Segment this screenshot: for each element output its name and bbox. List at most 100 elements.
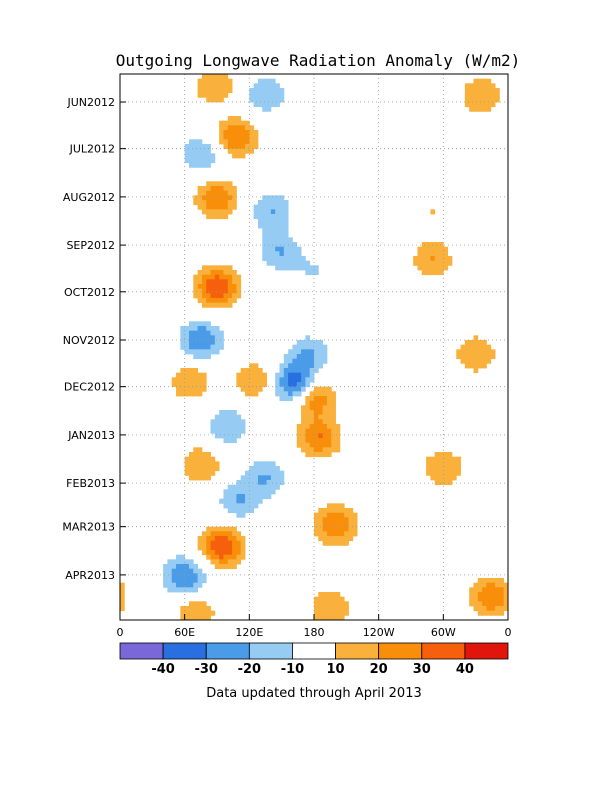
anomaly-cell xyxy=(335,508,341,514)
anomaly-cell xyxy=(301,410,306,416)
anomaly-cell xyxy=(275,200,280,206)
anomaly-cell xyxy=(499,587,505,593)
anomaly-cell xyxy=(279,386,285,392)
anomaly-cell xyxy=(214,545,220,551)
anomaly-cell xyxy=(210,545,216,551)
anomaly-cell xyxy=(283,260,289,266)
anomaly-cell xyxy=(322,610,328,616)
anomaly-cell xyxy=(318,517,324,523)
anomaly-cell xyxy=(206,158,211,164)
anomaly-cell xyxy=(193,144,198,150)
anomaly-cell xyxy=(309,424,315,430)
anomaly-cell xyxy=(331,615,336,621)
anomaly-cell xyxy=(184,340,190,346)
anomaly-cell xyxy=(270,204,276,210)
anomaly-cell xyxy=(232,410,237,416)
anomaly-cell xyxy=(439,270,444,276)
anomaly-cell xyxy=(227,274,233,280)
anomaly-cell xyxy=(326,414,332,420)
anomaly-cell xyxy=(197,144,203,150)
anomaly-cell xyxy=(464,344,470,350)
anomaly-cell xyxy=(180,559,186,565)
colorbar-swatch xyxy=(205,642,250,660)
anomaly-cell xyxy=(193,354,198,360)
anomaly-cell xyxy=(322,400,328,406)
anomaly-cell xyxy=(296,363,302,369)
anomaly-cell xyxy=(240,554,246,560)
anomaly-cell xyxy=(322,410,328,416)
anomaly-cell xyxy=(486,596,492,602)
anomaly-cell xyxy=(352,526,358,532)
anomaly-cell xyxy=(439,251,444,257)
anomaly-cell xyxy=(223,503,229,509)
anomaly-cell xyxy=(232,540,237,546)
anomaly-cell xyxy=(214,526,220,532)
anomaly-cell xyxy=(219,120,224,126)
anomaly-cell xyxy=(283,232,289,238)
anomaly-cell xyxy=(206,550,211,556)
anomaly-cell xyxy=(227,120,233,126)
anomaly-cell xyxy=(262,102,267,108)
anomaly-cell xyxy=(184,564,190,570)
anomaly-cell xyxy=(236,545,242,551)
anomaly-cell xyxy=(193,139,198,145)
anomaly-cell xyxy=(318,615,324,621)
anomaly-cell xyxy=(499,582,505,588)
anomaly-cell xyxy=(486,354,492,360)
anomaly-cell xyxy=(309,391,315,397)
anomaly-cell xyxy=(120,601,125,607)
anomaly-cell xyxy=(223,433,229,439)
anomaly-cell xyxy=(309,438,315,444)
anomaly-cell xyxy=(223,274,229,280)
anomaly-cell xyxy=(236,484,242,490)
anomaly-cell xyxy=(197,536,203,542)
anomaly-cell xyxy=(430,209,436,215)
anomaly-cell xyxy=(309,265,315,271)
anomaly-cell xyxy=(223,78,229,84)
anomaly-cell xyxy=(171,578,177,584)
anomaly-cell xyxy=(421,251,427,257)
anomaly-cell xyxy=(318,354,324,360)
anomaly-cell xyxy=(227,564,233,570)
anomaly-cell xyxy=(275,256,280,262)
anomaly-cell xyxy=(184,326,190,332)
anomaly-cell xyxy=(322,447,328,453)
anomaly-cell xyxy=(473,83,479,89)
anomaly-cell xyxy=(477,606,483,612)
anomaly-cell xyxy=(184,578,190,584)
anomaly-cell xyxy=(210,466,216,472)
anomaly-cell xyxy=(288,372,293,378)
anomaly-cell xyxy=(301,405,306,411)
anomaly-cell xyxy=(469,92,474,98)
anomaly-cell xyxy=(253,372,259,378)
anomaly-cell xyxy=(223,438,229,444)
anomaly-cell xyxy=(236,125,242,131)
anomaly-cell xyxy=(249,466,255,472)
anomaly-cell xyxy=(201,456,207,462)
anomaly-cell xyxy=(257,466,263,472)
anomaly-cell xyxy=(236,153,242,159)
anomaly-cell xyxy=(335,428,341,434)
anomaly-cell xyxy=(426,466,431,472)
anomaly-cell xyxy=(279,237,285,243)
anomaly-cell xyxy=(253,382,259,388)
anomaly-cell xyxy=(275,223,280,229)
anomaly-cell xyxy=(219,274,224,280)
anomaly-cell xyxy=(188,582,194,588)
anomaly-cell xyxy=(210,190,216,196)
anomaly-cell xyxy=(188,144,194,150)
anomaly-cell xyxy=(210,288,216,294)
anomaly-cell xyxy=(270,223,276,229)
anomaly-cell xyxy=(352,512,358,518)
anomaly-cell xyxy=(503,601,509,607)
anomaly-cell xyxy=(193,153,198,159)
anomaly-cell xyxy=(257,377,263,383)
anomaly-cell xyxy=(322,433,328,439)
anomaly-cell xyxy=(270,232,276,238)
anomaly-cell xyxy=(322,428,328,434)
anomaly-cell xyxy=(331,512,336,518)
anomaly-cell xyxy=(275,218,280,224)
anomaly-cell xyxy=(443,456,449,462)
anomaly-cell xyxy=(447,256,453,262)
anomaly-cell xyxy=(223,144,229,150)
